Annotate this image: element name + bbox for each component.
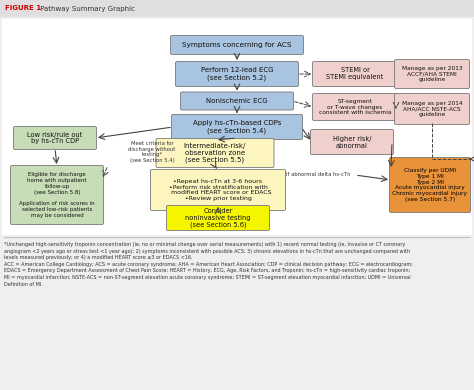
FancyBboxPatch shape <box>394 60 470 89</box>
Text: Meet criteria for
discharge without
testing*
(see Section 5.4): Meet criteria for discharge without test… <box>128 141 176 163</box>
Text: *Unchanged high-sensitivity troponin concentration (ie, no or minimal change ove: *Unchanged high-sensitivity troponin con… <box>4 242 413 287</box>
Text: Manage as per 2013
ACCF/AHA STEMI
guideline: Manage as per 2013 ACCF/AHA STEMI guidel… <box>401 66 462 82</box>
Text: Consider
noninvasive testing
(see Section 5.6): Consider noninvasive testing (see Sectio… <box>185 208 251 228</box>
Bar <box>0 0 474 17</box>
Text: Manage as per 2014
AHA/ACC NSTE-ACS
guideline: Manage as per 2014 AHA/ACC NSTE-ACS guid… <box>401 101 462 117</box>
FancyBboxPatch shape <box>172 115 302 140</box>
Text: •Repeat hs-cTn at 3-6 hours
•Perform risk stratification with
   modified HEART : •Repeat hs-cTn at 3-6 hours •Perform ris… <box>165 179 271 201</box>
Text: Pathway Summary Graphic: Pathway Summary Graphic <box>38 5 135 11</box>
Text: Perform 12-lead ECG
(see Section 5.2): Perform 12-lead ECG (see Section 5.2) <box>201 67 273 81</box>
Text: Symptoms concerning for ACS: Symptoms concerning for ACS <box>182 42 292 48</box>
Text: STEMI or
STEMI equivalent: STEMI or STEMI equivalent <box>327 67 383 80</box>
Text: Higher risk/
abnormal: Higher risk/ abnormal <box>333 135 371 149</box>
Text: Classify per UDMI
Type 1 MI
Type 2 MI
Acute myocardial injury
Chronic myocardial: Classify per UDMI Type 1 MI Type 2 MI Ac… <box>392 168 467 202</box>
Text: Intermediate-risk/
observation zone
(see Section 5.5): Intermediate-risk/ observation zone (see… <box>184 143 246 163</box>
FancyBboxPatch shape <box>181 92 293 110</box>
FancyBboxPatch shape <box>312 94 398 121</box>
Text: If abnormal delta hs-cTn: If abnormal delta hs-cTn <box>286 172 350 177</box>
Text: Nonischemic ECG: Nonischemic ECG <box>206 98 268 104</box>
Text: Apply hs-cTn-based CDPs
(see Section 5.4): Apply hs-cTn-based CDPs (see Section 5.4… <box>193 120 281 134</box>
Text: Low risk/rule out
by hs-cTn CDP: Low risk/rule out by hs-cTn CDP <box>27 131 82 145</box>
Text: Eligible for discharge
home with outpatient
follow-up
(see Section 5.8)

Applica: Eligible for discharge home with outpati… <box>19 172 95 218</box>
FancyBboxPatch shape <box>171 35 303 55</box>
FancyBboxPatch shape <box>151 170 285 211</box>
FancyBboxPatch shape <box>13 126 97 149</box>
FancyBboxPatch shape <box>390 158 471 213</box>
FancyBboxPatch shape <box>166 206 270 230</box>
FancyBboxPatch shape <box>312 62 398 87</box>
Bar <box>2 19 472 235</box>
FancyBboxPatch shape <box>10 165 103 225</box>
FancyBboxPatch shape <box>394 94 470 124</box>
FancyBboxPatch shape <box>310 129 393 154</box>
Text: ST-segment
or T-wave changes
consistent with ischemia: ST-segment or T-wave changes consistent … <box>319 99 392 115</box>
FancyBboxPatch shape <box>175 62 299 87</box>
FancyBboxPatch shape <box>156 138 274 167</box>
Text: FIGURE 1: FIGURE 1 <box>5 5 41 11</box>
